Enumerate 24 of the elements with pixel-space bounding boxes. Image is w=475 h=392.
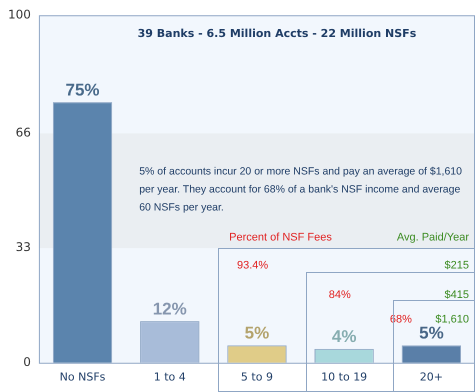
y-tick-label: 0 [23, 354, 31, 369]
annotation: 93.4% [236, 260, 268, 272]
data-label: 5% [244, 324, 270, 343]
x-tick-label: 10 to 19 [321, 370, 368, 384]
annotation: $1,610 [435, 313, 469, 326]
data-label: 12% [152, 299, 187, 318]
annotation: Percent of NSF Fees [229, 232, 332, 244]
annotation: Avg. Paid/Year [396, 232, 470, 244]
x-tick-label: 5 to 9 [240, 370, 273, 384]
data-label: 4% [332, 327, 356, 346]
annotation: 84% [328, 289, 352, 302]
annotation: 68% [390, 313, 412, 326]
x-tick-label: No NSFs [60, 370, 106, 384]
y-tick-label: 66 [16, 126, 31, 140]
annotation: $215 [444, 260, 469, 272]
data-label: 5% [419, 324, 444, 343]
y-tick-label: 100 [8, 7, 31, 22]
x-tick-label: 20+ [420, 370, 443, 384]
annotation: 5% of accounts incur 20 or more NSFs and pay an average of $1,610 per year. They account for 68% of a bank's NSF income and average 60 NSFs per year. [139, 166, 462, 214]
x-tick-label: 1 to 4 [154, 370, 186, 384]
data-label: 75% [66, 80, 100, 100]
y-tick-label: 33 [16, 240, 31, 254]
annotation: $415 [444, 289, 469, 302]
text: 39 Banks - 6.5 Million Accts - 22 Million NSFs [138, 27, 417, 40]
